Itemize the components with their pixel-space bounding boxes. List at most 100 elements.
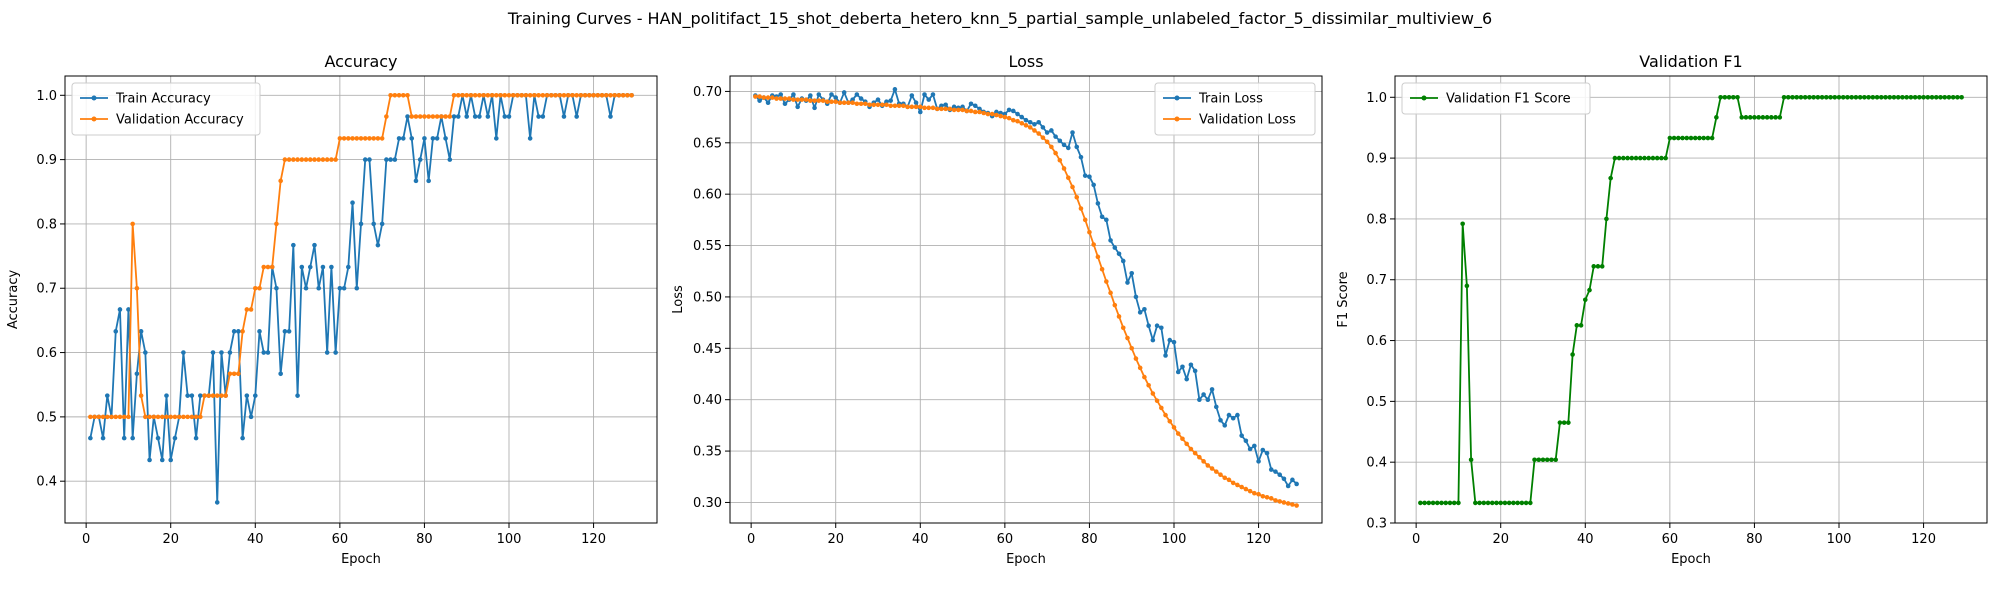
data-point	[854, 101, 860, 107]
data-point	[1451, 500, 1457, 506]
data-point	[1006, 115, 1012, 121]
data-point	[1222, 475, 1228, 481]
data-point	[1201, 392, 1206, 397]
data-point	[303, 285, 309, 291]
data-point	[591, 92, 596, 98]
data-point	[1294, 503, 1299, 508]
data-point	[502, 92, 508, 98]
data-point	[1277, 472, 1283, 478]
data-point	[257, 285, 262, 291]
data-point	[1256, 459, 1261, 464]
data-point	[257, 329, 262, 334]
data-point	[1629, 155, 1635, 161]
data-point	[1285, 501, 1291, 506]
data-point	[1887, 94, 1893, 100]
data-point	[1447, 500, 1453, 506]
data-point	[1230, 415, 1236, 421]
data-point	[879, 102, 885, 108]
data-point	[1057, 157, 1063, 163]
data-point	[536, 114, 541, 119]
data-point	[1701, 135, 1706, 141]
data-point	[1904, 94, 1909, 100]
data-point	[905, 104, 910, 110]
data-point	[1142, 306, 1147, 312]
data-point	[1895, 94, 1901, 100]
series-group	[88, 92, 634, 505]
data-point	[1264, 450, 1270, 456]
data-point	[96, 414, 102, 420]
data-point	[460, 92, 465, 98]
data-point	[854, 92, 860, 97]
data-point	[1709, 135, 1715, 141]
data-point	[1494, 500, 1499, 506]
x-tick-label: 100	[1162, 532, 1187, 547]
data-point	[964, 108, 970, 114]
data-point	[1616, 155, 1622, 161]
data-point	[985, 111, 991, 117]
data-point	[312, 242, 317, 248]
data-point	[574, 92, 579, 98]
y-tick-label: 0.4	[36, 475, 57, 490]
data-point	[536, 92, 541, 98]
data-point	[1642, 155, 1647, 161]
chart-title: Validation F1	[1639, 52, 1742, 71]
data-point	[358, 136, 364, 141]
series-group	[1418, 94, 1964, 506]
data-point	[303, 157, 309, 162]
data-point	[1912, 94, 1918, 100]
data-point	[1247, 446, 1253, 452]
y-tick-label: 0.8	[1366, 212, 1387, 227]
data-point	[1587, 287, 1592, 293]
data-point	[846, 100, 851, 106]
y-tick-label: 0.50	[693, 290, 722, 305]
data-point	[1036, 119, 1041, 125]
data-point	[447, 114, 453, 119]
data-point	[1735, 94, 1740, 100]
data-point	[1921, 94, 1926, 100]
data-point	[769, 95, 775, 100]
data-point	[252, 285, 258, 291]
data-point	[1082, 217, 1088, 223]
data-point	[1070, 184, 1075, 190]
data-point	[227, 350, 233, 355]
data-point	[1146, 383, 1151, 388]
data-point	[1705, 135, 1711, 141]
data-point	[299, 264, 305, 270]
data-point	[172, 414, 178, 420]
data-point	[1870, 94, 1876, 100]
legend: Train Accuracy Validation Accuracy	[71, 82, 261, 136]
data-point	[1065, 175, 1071, 181]
data-point	[384, 114, 389, 119]
data-point	[1027, 125, 1033, 130]
data-point	[1273, 498, 1278, 503]
y-tick-label: 0.9	[36, 153, 57, 168]
data-point	[1209, 466, 1215, 471]
data-point	[151, 414, 157, 420]
x-tick-label: 120	[581, 532, 606, 547]
data-point	[1112, 302, 1118, 308]
data-point	[824, 99, 830, 104]
data-point	[587, 92, 592, 98]
data-point	[515, 92, 520, 98]
y-tick-label: 0.45	[693, 342, 722, 357]
data-point	[909, 104, 915, 110]
data-point	[269, 264, 275, 270]
data-point	[1133, 294, 1139, 300]
data-point	[1743, 115, 1749, 120]
data-point	[1171, 339, 1177, 345]
data-point	[337, 136, 343, 141]
data-point	[795, 104, 800, 110]
data-point	[1015, 118, 1020, 124]
data-point	[1184, 376, 1189, 382]
data-point	[244, 307, 250, 312]
data-point	[1633, 155, 1639, 161]
data-point	[808, 98, 813, 103]
data-point	[629, 92, 634, 98]
data-point	[307, 264, 313, 270]
data-point	[540, 92, 546, 98]
data-point	[1049, 128, 1054, 133]
data-point	[527, 136, 533, 141]
legend: Validation F1 Score	[1401, 82, 1591, 115]
data-point	[1146, 323, 1151, 329]
data-point	[972, 109, 978, 115]
